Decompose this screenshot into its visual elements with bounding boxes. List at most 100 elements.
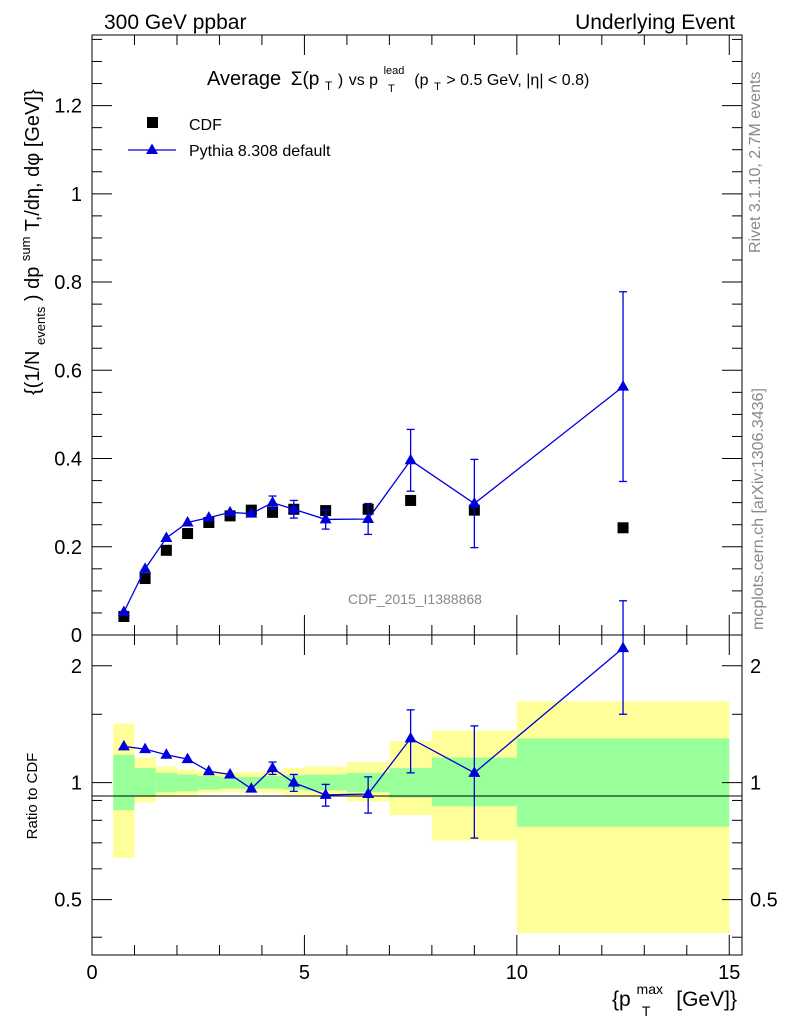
pythia-data-point [617,380,630,391]
ratio-y-tick-label: 2 [71,656,82,678]
pythia-data-point [404,453,417,465]
ylabel-part-a: {(1/N [22,351,44,395]
ratio-y-tick-label: 0.5 [54,890,82,912]
pythia-data-point [245,507,258,518]
ratio-y-tick-label-right: 2 [750,656,761,678]
pythia-data-point [266,496,279,507]
ratio-y-tick-label: 1 [71,773,82,795]
main-y-tick-label: 0.8 [54,272,82,294]
ratio-data-point [617,641,630,653]
cdf-data-point [118,610,130,622]
ratio-data-point [117,739,130,751]
ratio-data-point [224,767,237,779]
header-left: 300 GeV ppbar [104,11,246,34]
ylabel-part-c: T,/dη, dφ [GeV]} [22,89,44,231]
cdf-data-point [182,528,194,540]
cdf-data-point [617,522,629,534]
title-lead-sup: lead [384,65,405,77]
main-y-tick-label: 0.2 [54,537,82,559]
ratio-data-point [468,766,481,777]
title-cut1: (p [414,72,428,89]
title-lead-sub: T [388,83,395,95]
xlabel-part-b: [GeV]} [676,988,737,1011]
ylabel-sub-events: events [33,306,48,345]
main-data [117,291,630,622]
title-cut1-sub: T [434,81,441,93]
title-sigma-sub: T [325,79,333,93]
xlabel-sup-max: max [637,981,663,997]
pythia-data-point [224,505,237,517]
x-tick-label: 15 [718,962,740,984]
rivet-label: Rivet 3.1.10, 2.7M events [747,72,764,253]
header-right: Underlying Event [575,11,735,34]
pythia-data-point [160,531,173,542]
ratio-y-tick-label-right: 1 [750,773,761,795]
pythia-data-point [117,605,130,617]
legend-pythia-marker [146,143,158,154]
legend: CDF Pythia 8.308 default [128,117,331,160]
ratio-ticks [91,635,742,955]
ylabel-sup-sum: sum [18,237,33,262]
ratio-green-band [155,772,177,793]
ratio-bands [113,701,730,934]
xlabel-sub-T: T [642,1003,651,1019]
ratio-data-point [319,788,332,799]
analysis-watermark: CDF_2015_I1388868 [348,591,482,607]
ratio-data-point [362,787,375,799]
pythia-data-point [139,562,152,573]
x-tick-label: 10 [506,962,528,984]
title-sigma: Σ(p [291,69,320,90]
title-vs: vs p [349,72,378,89]
xlabel-part-a: {p [612,988,631,1011]
ratio-data-point [266,761,279,773]
pythia-line [123,386,624,613]
ratio-data [117,600,630,839]
ratio-data-point [245,782,258,793]
pythia-data-point [362,512,375,523]
x-tick-label: 0 [86,962,97,984]
cdf-data-point [405,494,417,506]
cdf-data-point [203,517,215,528]
pythia-data-point [287,502,300,514]
ratio-data-point [202,764,215,776]
cdf-data-point [139,573,151,585]
legend-pythia-label: Pythia 8.308 default [189,143,331,160]
ratio-green-band [516,738,730,827]
main-y-tick-label: 0.4 [54,449,82,471]
x-axis-label: {p max T [GeV]} [612,976,737,1021]
ratio-green-band [134,768,156,797]
ratio-green-band [198,776,220,790]
cdf-data-point [267,506,279,518]
ratio-tick-labels: 0.5 0.5 1 1 2 2 0 5 10 15 [54,656,778,984]
ratio-data-point [404,731,417,743]
main-y-tick-label: 1 [71,184,82,206]
ratio-green-band [113,754,135,811]
title-average: Average [207,68,281,90]
ratio-green-band [219,776,241,789]
pythia-data-point [181,516,194,527]
ratio-green-band [304,774,347,791]
main-y-tick-label: 0 [71,625,82,647]
legend-cdf-marker [147,117,158,128]
ratio-data-point [139,742,152,754]
ratio-data-point [287,776,300,787]
main-panel: 0 0.2 0.4 0.6 0.8 1 1.2 Average Σ(p T ) vs p l… [13,34,743,647]
main-ticks [91,35,742,636]
ratio-y-tick-label-right: 0.5 [750,890,778,912]
main-y-tick-label: 1.2 [54,96,82,118]
ratio-green-band [261,776,284,789]
mcplots-label: mcplots.cern.ch [arXiv:1306.3436] [750,388,767,630]
ylabel-part-b: ) dp [22,267,44,301]
ratio-green-band [176,774,199,792]
main-y-axis-label: {(1/N events ) dp sum T,/dη, dφ [GeV]} [13,89,50,395]
main-y-tick-label: 0.6 [54,360,82,382]
plot-title: Average Σ(p T ) vs p lead T (p T > 0.5 G… [207,57,589,97]
legend-cdf-label: CDF [189,117,222,134]
pythia-data-point [468,497,481,508]
ratio-plot-frame [91,634,743,956]
ratio-panel: 0.5 0.5 1 1 2 2 0 5 10 15 Ratio to CDF {p max T [… [24,600,778,1021]
ratio-data-point [181,752,194,764]
title-sigma-close: ) [338,72,343,89]
cdf-data-point [160,544,172,556]
